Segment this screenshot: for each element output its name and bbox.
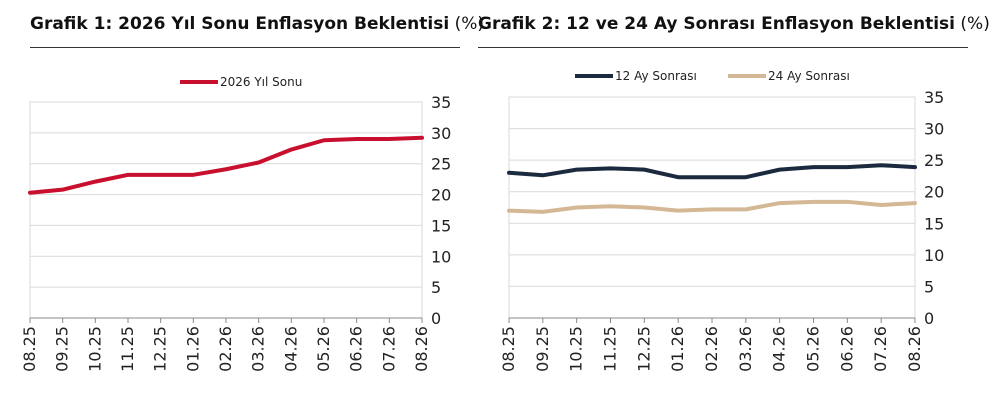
x-tick-label: 03.26 [249, 326, 268, 372]
y-tick-label: 25 [431, 155, 451, 174]
x-tick-label: 04.26 [281, 326, 300, 372]
y-tick-label: 35 [431, 93, 451, 112]
x-tick-label: 09.25 [533, 326, 552, 372]
y-tick-label: 20 [431, 186, 451, 205]
x-tick-label: 11.25 [118, 326, 137, 372]
plot-area [29, 101, 423, 319]
x-tick-label: 12.25 [634, 326, 653, 372]
x-tick-label: 02.26 [702, 326, 721, 372]
chart-panel-1: Grafik 1: 2026 Yıl Sonu Enflasyon Beklen… [0, 0, 484, 400]
y-tick-label: 15 [431, 216, 451, 235]
x-tick-label: 05.26 [804, 326, 823, 372]
x-tick-label: 08.26 [905, 326, 924, 372]
y-tick-label: 15 [924, 214, 944, 233]
x-tick-label: 07.26 [871, 326, 890, 372]
x-tick-label: 01.26 [183, 326, 202, 372]
chart-title: Grafik 2: 12 ve 24 Ay Sonrası Enflasyon … [478, 14, 990, 34]
x-tick-label: 12.25 [151, 326, 170, 372]
y-tick-label: 0 [431, 309, 441, 328]
x-tick-label: 11.25 [601, 326, 620, 372]
y-tick-label: 5 [924, 277, 934, 296]
y-tick-label: 20 [924, 183, 944, 202]
x-tick-label: 10.25 [567, 326, 586, 372]
series-line [28, 135, 424, 195]
chart-unit: (%) [960, 14, 990, 34]
y-tick-label: 30 [431, 124, 451, 143]
y-tick-label: 5 [431, 278, 441, 297]
x-tick-label: 08.25 [499, 326, 518, 372]
chart-panel-2: Grafik 2: 12 ve 24 Ay Sonrası Enflasyon … [470, 0, 1000, 400]
y-tick-label: 0 [924, 309, 934, 328]
chart-1-svg: 0 5 10 15 20 25 30 35 08.25 09.25 10.25 11.25 12.25 0… [20, 75, 451, 372]
chart-2-svg: 0 5 10 15 20 25 30 35 08.25 09.25 10.25 11.25 12.25 0… [499, 69, 944, 372]
x-tick-label: 02.26 [216, 326, 235, 372]
x-tick-label: 08.25 [20, 326, 39, 372]
y-tick-label: 30 [924, 120, 944, 139]
y-tick-label: 25 [924, 151, 944, 170]
series-line [507, 199, 917, 214]
x-tick-label: 08.26 [412, 326, 431, 372]
legend-label: 24 Ay Sonrası [768, 69, 850, 83]
x-tick-label: 06.26 [347, 326, 366, 372]
x-tick-label: 09.25 [53, 326, 72, 372]
title-rule [30, 47, 460, 48]
chart-title: Grafik 1: 2026 Yıl Sonu Enflasyon Beklen… [30, 14, 485, 34]
x-tick-label: 01.26 [668, 326, 687, 372]
chart-unit: (%) [454, 14, 485, 34]
x-tick-label: 05.26 [314, 326, 333, 372]
y-tick-label: 35 [924, 88, 944, 107]
legend-label: 2026 Yıl Sonu [220, 75, 302, 89]
x-tick-label: 03.26 [736, 326, 755, 372]
title-rule [478, 47, 968, 48]
x-tick-label: 10.25 [85, 326, 104, 372]
y-tick-label: 10 [431, 247, 451, 266]
x-tick-label: 07.26 [379, 326, 398, 372]
series-line [507, 163, 917, 180]
legend-label: 12 Ay Sonrası [615, 69, 697, 83]
y-tick-label: 10 [924, 246, 944, 265]
x-tick-label: 06.26 [837, 326, 856, 372]
x-tick-label: 04.26 [770, 326, 789, 372]
